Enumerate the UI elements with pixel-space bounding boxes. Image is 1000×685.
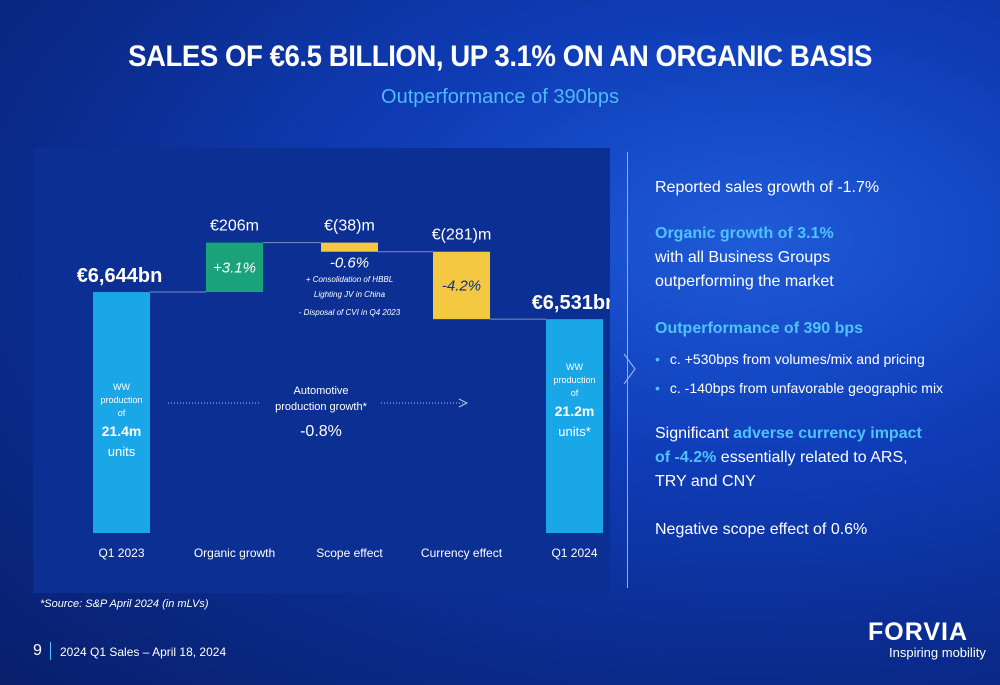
arrow-right-icon <box>458 398 469 408</box>
chevron-right-icon <box>623 353 636 385</box>
bullet-item: • c. -140bps from unfavorable geographic … <box>655 376 943 400</box>
bullet-item: • c. +530bps from volumes/mix and pricing <box>655 347 925 371</box>
outperformance-heading: Outperformance of 390 bps <box>655 320 864 337</box>
percent-label: -4.2% <box>442 277 481 294</box>
organic-growth-line1: with all Business Groups <box>655 249 831 266</box>
page-title: SALES OF €6.5 BILLION, UP 3.1% ON AN ORG… <box>128 40 872 73</box>
percent-label: -0.6% <box>330 255 369 272</box>
value-label: €(38)m <box>324 218 375 235</box>
automotive-note-value: -0.8% <box>300 423 342 440</box>
value-label: €206m <box>210 218 259 235</box>
bar-currency-effect <box>433 251 490 320</box>
bar-scope-effect <box>321 242 378 252</box>
bullet-text: c. +530bps from volumes/mix and pricing <box>669 351 925 367</box>
bar-inner-value: 21.4m <box>102 423 142 439</box>
scope-note: Lighting JV in China <box>314 290 386 299</box>
divider-line <box>627 152 628 588</box>
source-note: *Source: S&P April 2024 (in mLVs) <box>40 598 209 610</box>
automotive-note: production growth* <box>275 401 367 413</box>
bar-q1-2024 <box>546 319 603 533</box>
forvia-logo: FORVIA <box>868 618 968 646</box>
value-label: €6,531bn <box>532 292 610 314</box>
currency-impact-line1: Significant adverse currency impact <box>655 425 922 442</box>
automotive-note-bg <box>261 380 381 420</box>
page-subtitle: Outperformance of 390bps <box>381 86 619 108</box>
bullet-dot-icon: • <box>655 380 660 396</box>
scope-note: - Disposal of CVI in Q4 2023 <box>299 308 401 317</box>
value-label: €6,644bn <box>77 265 163 287</box>
bar-inner-text: production <box>100 395 142 405</box>
category-label: Currency effect <box>421 546 503 560</box>
category-label: Scope effect <box>316 546 383 560</box>
category-label: Q1 2023 <box>98 546 144 560</box>
logo-tagline: Inspiring mobility <box>889 645 986 660</box>
organic-growth-heading: Organic growth of 3.1% <box>655 225 834 242</box>
bar-inner-text: of <box>571 388 579 398</box>
bullet-dot-icon: • <box>655 351 660 367</box>
value-label: €(281)m <box>432 227 492 244</box>
waterfall-chart: €6,644bn €206m €(38)m €(281)m €6,531bn +3.1% -… <box>77 218 610 560</box>
percent-label: +3.1% <box>213 259 256 276</box>
bar-inner-text: WW <box>566 362 583 372</box>
category-label: Organic growth <box>194 546 275 560</box>
page-divider <box>50 642 51 660</box>
bar-inner-unit: units <box>108 444 136 459</box>
scope-effect-text: Negative scope effect of 0.6% <box>655 521 868 538</box>
reported-growth-text: Reported sales growth of -1.7% <box>655 179 880 196</box>
bar-inner-text: WW <box>113 382 130 392</box>
scope-note: + Consolidation of HBBL <box>306 275 393 284</box>
footer-text: 2024 Q1 Sales – April 18, 2024 <box>60 645 227 659</box>
bar-q1-2023 <box>93 292 150 533</box>
bar-inner-value: 21.2m <box>555 403 595 419</box>
bar-inner-text: production <box>553 375 595 385</box>
category-label: Q1 2024 <box>551 546 597 560</box>
currency-impact-line3: TRY and CNY <box>655 473 756 490</box>
currency-impact-line2: of -4.2% essentially related to ARS, <box>655 449 908 466</box>
page-number: 9 <box>33 642 42 659</box>
bar-inner-text: of <box>118 408 126 418</box>
bullet-text: c. -140bps from unfavorable geographic m… <box>669 380 944 396</box>
organic-growth-line2: outperforming the market <box>655 273 834 290</box>
automotive-note: Automotive <box>293 385 348 397</box>
bar-inner-unit: units* <box>558 424 591 439</box>
bar-organic-growth <box>206 242 263 293</box>
